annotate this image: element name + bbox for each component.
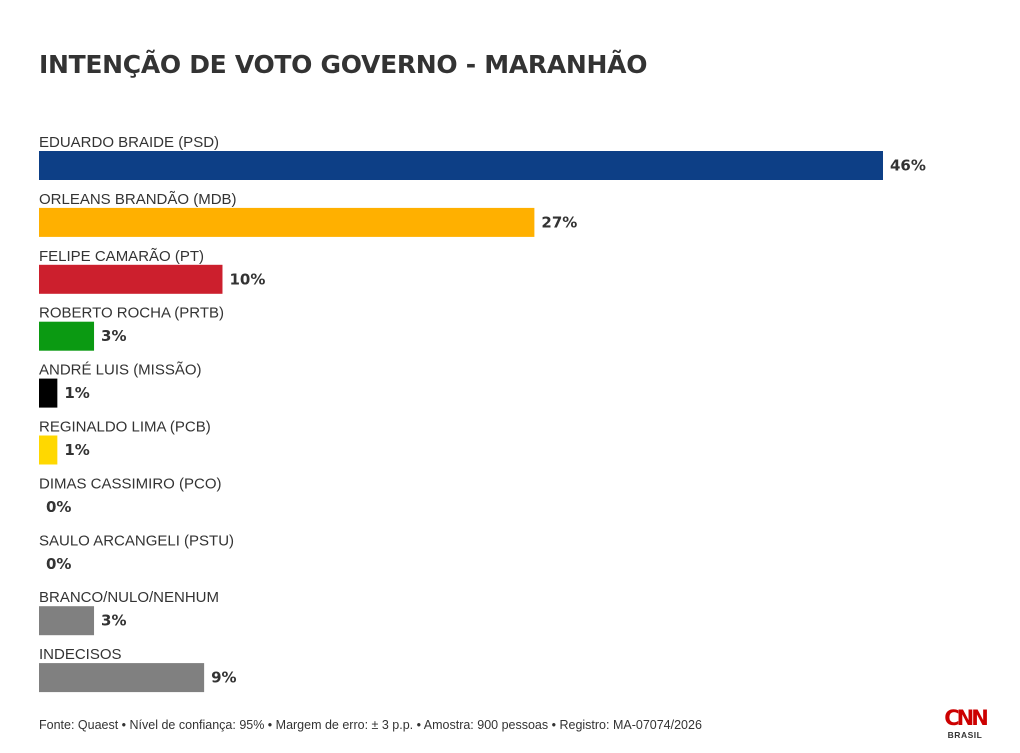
category-label: DIMAS CASSIMIRO (PCO) xyxy=(39,475,222,492)
category-label: ORLEANS BRANDÃO (MDB) xyxy=(39,191,237,208)
bar xyxy=(39,321,95,351)
cnn-brasil-logo: CNN BRASIL xyxy=(940,707,990,743)
value-label: 1% xyxy=(64,441,89,459)
chart-title: INTENÇÃO DE VOTO GOVERNO - MARANHÃO xyxy=(39,50,648,79)
logo-mark: CNN xyxy=(944,706,989,730)
category-label: ANDRÉ LUIS (MISSÃO) xyxy=(39,362,202,379)
bar xyxy=(39,264,223,294)
value-label: 10% xyxy=(229,270,265,288)
value-label: 0% xyxy=(46,555,71,573)
bar xyxy=(39,207,535,237)
bar xyxy=(39,151,883,180)
value-label: 27% xyxy=(541,213,577,231)
category-label: ROBERTO ROCHA (PRTB) xyxy=(39,305,224,322)
category-label: REGINALDO LIMA (PCB) xyxy=(39,419,211,436)
bar xyxy=(39,606,95,636)
bar xyxy=(39,435,58,465)
category-label: FELIPE CAMARÃO (PT) xyxy=(39,248,204,265)
source-note: Fonte: Quaest • Nível de confiança: 95% … xyxy=(39,718,702,732)
category-label: EDUARDO BRAIDE (PSD) xyxy=(39,134,219,151)
value-label: 0% xyxy=(46,498,71,516)
category-label: INDECISOS xyxy=(39,646,122,663)
value-label: 46% xyxy=(890,157,926,175)
bar xyxy=(39,378,58,408)
bar xyxy=(39,663,205,693)
category-label: SAULO ARCANGELI (PSTU) xyxy=(39,532,234,549)
value-label: 1% xyxy=(64,384,89,402)
value-label: 3% xyxy=(101,612,126,630)
value-label: 9% xyxy=(211,669,236,687)
category-label: BRANCO/NULO/NENHUM xyxy=(39,589,219,606)
value-label: 3% xyxy=(101,327,126,345)
logo-subtitle: BRASIL xyxy=(947,730,983,740)
